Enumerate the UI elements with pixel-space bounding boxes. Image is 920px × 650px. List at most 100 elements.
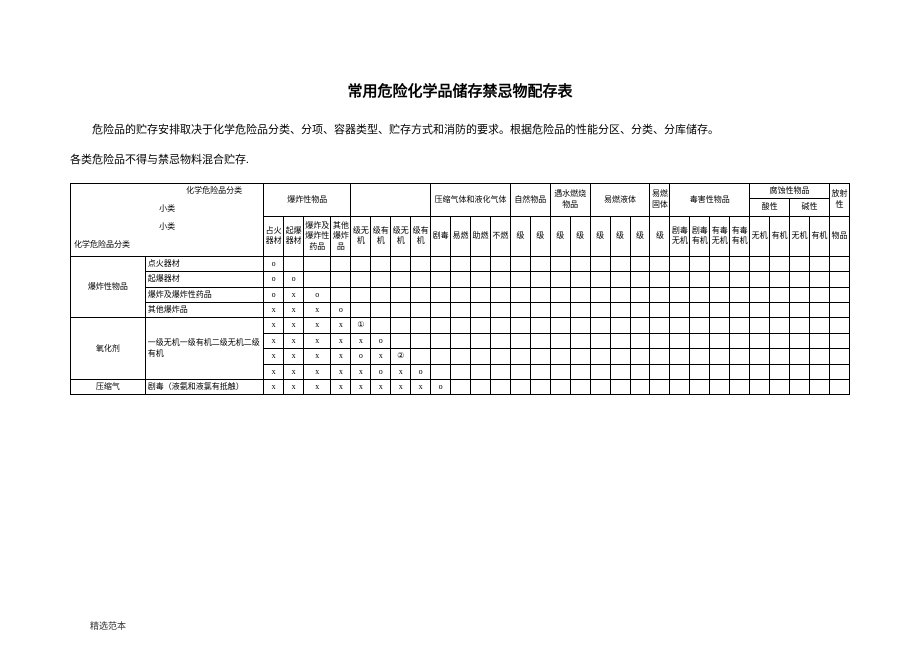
sub-col-18: 级 <box>610 216 630 256</box>
sub-col-1: 占火器材 <box>264 216 284 256</box>
cell: x <box>284 318 304 333</box>
sub-col-9: 剧毒 <box>431 216 451 256</box>
cell: x <box>331 380 351 395</box>
sub-col-5: 级无机 <box>351 216 371 256</box>
cell: o <box>351 349 371 364</box>
col-group-flammable-solid: 易燃固体 <box>650 183 670 216</box>
row-sub-1b: 起爆器材 <box>145 272 263 287</box>
cell: x <box>264 364 284 379</box>
table-row: 氧化剂 一级无机一级有机二级无机二级有机 x x x x ① <box>71 318 850 333</box>
sub-col-21: 剧毒有机 <box>690 216 710 256</box>
col-group-explosive: 爆炸性物品 <box>264 183 351 216</box>
cell: x <box>304 318 331 333</box>
sub-col-26: 无机 <box>790 216 810 256</box>
cell: x <box>304 380 331 395</box>
col-group-natural: 自然物品 <box>510 183 550 216</box>
sub-col-12: 不燃 <box>490 216 510 256</box>
cell: x <box>264 349 284 364</box>
row-group-explosive: 爆炸性物品 <box>71 256 146 318</box>
paragraph-2: 各类危险品不得与禁忌物料混合贮存. <box>70 151 850 171</box>
sub-col-10: 易燃 <box>451 216 471 256</box>
table-row: 爆炸性物品 点火器材 o <box>71 256 850 271</box>
table-row: 爆炸及爆炸性药品 o x o <box>71 287 850 302</box>
sub-col-14: 级 <box>530 216 550 256</box>
row-sub-1d: 其他爆炸品 <box>145 303 263 318</box>
sub-col-17: 级 <box>590 216 610 256</box>
paragraph-1: 危险品的贮存安排取决于化学危险品分类、分项、容器类型、贮存方式和消防的要求。根据… <box>70 121 850 141</box>
corner-label-4: 化学危险品分类 <box>72 240 262 250</box>
cell: o <box>284 272 304 287</box>
row-sub-1c: 爆炸及爆炸性药品 <box>145 287 263 302</box>
cell: x <box>304 333 331 348</box>
document-title: 常用危险化学品储存禁忌物配存表 <box>70 80 850 101</box>
cell: x <box>391 364 411 379</box>
cell: x <box>284 349 304 364</box>
cell: x <box>351 364 371 379</box>
row-sub-2a: 一级无机一级有机二级无机二级有机 <box>145 318 263 380</box>
cell: x <box>371 349 391 364</box>
col-group-radioactive: 放射性 <box>829 183 849 216</box>
col-group-alkaline: 碱性 <box>790 198 830 216</box>
cell: o <box>264 256 284 271</box>
sub-col-20: 剧毒无机 <box>670 216 690 256</box>
sub-col-13: 级 <box>510 216 530 256</box>
cell: x <box>304 303 331 318</box>
corner-label-1: 化学危险品分类 <box>72 186 262 196</box>
sub-col-25: 有机 <box>770 216 790 256</box>
row-sub-3a: 剧毒（液氨和液氯有抵触） <box>145 380 263 395</box>
cell: o <box>264 272 284 287</box>
sub-col-3: 爆炸及爆炸性药品 <box>304 216 331 256</box>
cell: x <box>411 380 431 395</box>
cell: ② <box>391 349 411 364</box>
cell: x <box>264 318 284 333</box>
cell: o <box>371 364 391 379</box>
col-group-compressed-gas: 压缩气体和液化气体 <box>431 183 511 216</box>
cell: x <box>284 333 304 348</box>
table-row: 其他爆炸品 x x x o <box>71 303 850 318</box>
table-row: 起爆器材 o o <box>71 272 850 287</box>
cell: x <box>351 333 371 348</box>
sub-col-27: 有机 <box>809 216 829 256</box>
sub-col-6: 级有机 <box>371 216 391 256</box>
header-row-1: 化学危险品分类 小类 爆炸性物品 压缩气体和液化气体 自然物品 遇水燃烧物品 易… <box>71 183 850 198</box>
row-group-oxidizer: 氧化剂 <box>71 318 146 380</box>
cell: o <box>371 333 391 348</box>
sub-col-24: 无机 <box>750 216 770 256</box>
cell: x <box>304 364 331 379</box>
page-footer: 精选范本 <box>90 619 126 632</box>
col-group-water-burn: 遇水燃烧物品 <box>550 183 590 216</box>
cell: x <box>304 349 331 364</box>
col-group-corrosive: 腐蚀性物品 <box>750 183 830 198</box>
cell: x <box>371 380 391 395</box>
corner-label-2: 小类 <box>72 204 262 214</box>
cell: x <box>331 318 351 333</box>
cell: o <box>431 380 451 395</box>
cell: x <box>331 364 351 379</box>
cell: x <box>284 287 304 302</box>
sub-col-8: 级有机 <box>411 216 431 256</box>
sub-col-15: 级 <box>550 216 570 256</box>
col-group-flammable-liquid: 易燃液体 <box>590 183 650 216</box>
sub-col-18b: 级 <box>630 216 650 256</box>
cell: x <box>264 303 284 318</box>
cell: o <box>264 287 284 302</box>
cell: x <box>284 364 304 379</box>
cell: x <box>284 380 304 395</box>
table-row: 压缩气 剧毒（液氨和液氯有抵触） x x x x x x x x o <box>71 380 850 395</box>
sub-col-11: 助燃 <box>471 216 491 256</box>
cell: x <box>284 303 304 318</box>
cell: x <box>331 349 351 364</box>
col-group-acidic: 酸性 <box>750 198 790 216</box>
cell: ① <box>351 318 371 333</box>
cell: x <box>331 333 351 348</box>
col-group-toxic: 毒害性物品 <box>670 183 750 216</box>
cell: o <box>304 287 331 302</box>
sub-col-2: 起爆器材 <box>284 216 304 256</box>
sub-col-19: 级 <box>650 216 670 256</box>
sub-col-23: 有毒有机 <box>730 216 750 256</box>
cell: o <box>411 364 431 379</box>
sub-col-16: 级 <box>570 216 590 256</box>
row-sub-1a: 点火器材 <box>145 256 263 271</box>
cell: x <box>391 380 411 395</box>
corner-label-3: 小类 <box>72 222 262 232</box>
